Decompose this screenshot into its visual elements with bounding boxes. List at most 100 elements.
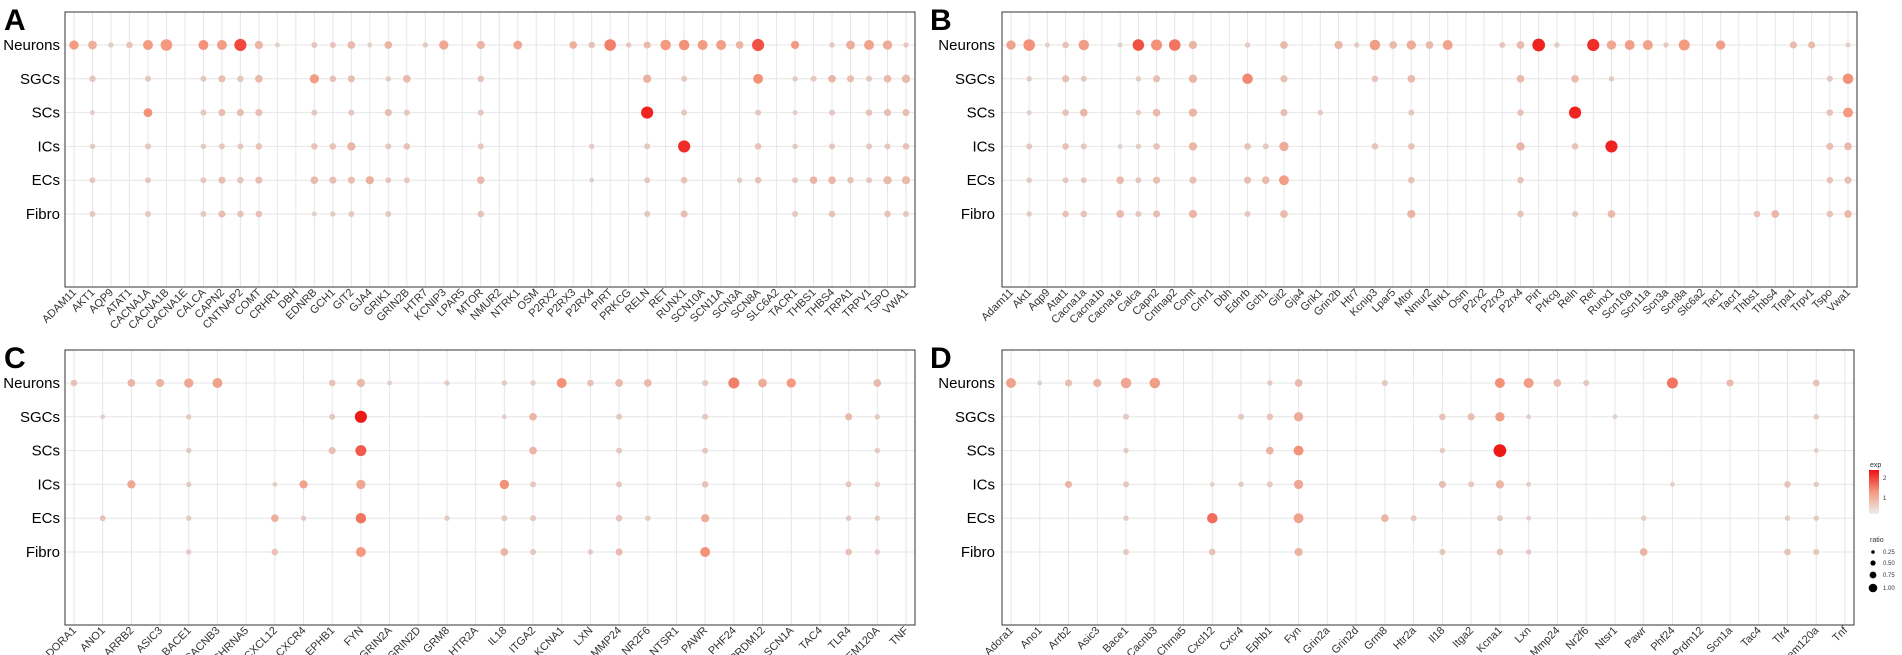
- expression-dot: [186, 515, 192, 521]
- expression-dot: [643, 379, 652, 387]
- expression-dot: [1670, 481, 1675, 487]
- expression-dot: [347, 176, 355, 184]
- expression-dot: [255, 143, 263, 150]
- expression-dot: [828, 176, 836, 185]
- expression-dot: [530, 549, 537, 555]
- column-label: Ntsr1: [1593, 625, 1620, 652]
- row-label-fibro: Fibro: [961, 544, 995, 561]
- expression-dot: [1317, 109, 1324, 116]
- expression-dot: [1516, 41, 1525, 49]
- expression-dot: [716, 40, 727, 50]
- expression-dot: [501, 380, 508, 386]
- expression-dot: [501, 414, 507, 420]
- expression-dot: [1278, 175, 1289, 186]
- expression-dot: [1517, 210, 1524, 218]
- expression-dot: [1135, 177, 1142, 184]
- expression-dot: [1624, 40, 1635, 50]
- expression-dot: [882, 40, 893, 50]
- expression-dot: [310, 176, 319, 185]
- expression-dot: [1813, 549, 1820, 555]
- expression-dot: [88, 40, 97, 50]
- expression-dot: [680, 210, 688, 218]
- column-label: IL18: [486, 625, 510, 649]
- expression-dot: [218, 75, 226, 83]
- expression-dot: [1266, 413, 1274, 421]
- expression-dot: [384, 41, 393, 49]
- expression-dot: [218, 176, 226, 184]
- expression-dot: [845, 515, 852, 521]
- expression-dot: [1844, 210, 1852, 218]
- expression-dot: [1845, 42, 1851, 48]
- expression-dot: [270, 514, 279, 523]
- expression-dot: [847, 176, 854, 184]
- expression-dot: [1495, 480, 1505, 489]
- row-label-ecs: ECs: [32, 510, 60, 527]
- row-label-fibro: Fibro: [26, 544, 60, 561]
- column-label: Nr2f6: [1564, 625, 1592, 653]
- expression-dot: [1784, 548, 1791, 556]
- expression-dot: [108, 42, 114, 48]
- expression-dot: [186, 481, 192, 488]
- expression-dot: [1408, 109, 1415, 116]
- expression-dot: [216, 40, 227, 50]
- expression-dot: [255, 210, 263, 218]
- expression-dot: [903, 211, 909, 217]
- expression-dot: [680, 176, 688, 184]
- expression-dot: [1153, 75, 1161, 83]
- expression-dot: [530, 515, 537, 522]
- expression-dot: [1493, 444, 1507, 457]
- expression-dot: [845, 481, 852, 488]
- expression-dot: [218, 109, 226, 117]
- expression-dot: [1813, 448, 1819, 454]
- expression-dot: [354, 410, 367, 423]
- ratio-legend-dot-050: [1870, 560, 1876, 566]
- row-label-scs: SCs: [967, 105, 995, 122]
- expression-dot: [1244, 143, 1251, 150]
- row-label-ecs: ECs: [32, 172, 60, 189]
- panel-letter: B: [930, 4, 952, 37]
- exp-legend-tick-2: 2: [1883, 476, 1887, 482]
- expression-dot: [1813, 481, 1819, 488]
- expression-dot: [641, 106, 654, 119]
- expression-dot: [1844, 142, 1852, 151]
- column-label: Tlr4: [1771, 625, 1793, 647]
- column-label: Htr2a: [1391, 624, 1419, 652]
- expression-dot: [587, 549, 594, 555]
- expression-dot: [1116, 176, 1125, 185]
- expression-dot: [1826, 142, 1834, 150]
- column-label: HTR2A: [447, 624, 481, 655]
- expression-dot: [1496, 548, 1504, 556]
- row-label-ecs: ECs: [967, 172, 995, 189]
- expression-dot: [616, 413, 623, 420]
- column-label: Tnf: [1830, 624, 1850, 644]
- expression-dot: [1293, 445, 1304, 456]
- ratio-legend-label-025: 0.25: [1883, 550, 1895, 556]
- expression-dot: [476, 40, 485, 50]
- expression-dot: [403, 177, 410, 184]
- expression-dot: [272, 481, 278, 487]
- expression-dot: [1407, 209, 1416, 219]
- expression-dot: [1526, 481, 1532, 487]
- expression-dot: [792, 177, 799, 184]
- expression-dot: [1093, 378, 1102, 388]
- expression-dot: [1516, 142, 1525, 151]
- column-label: Il18: [1426, 625, 1447, 646]
- expression-dot: [678, 39, 690, 51]
- expression-dot: [829, 143, 836, 150]
- expression-dot: [754, 143, 762, 150]
- expression-dot: [1726, 379, 1734, 387]
- expression-dot: [309, 74, 320, 84]
- expression-dot: [1116, 210, 1125, 218]
- expression-dot: [1243, 176, 1252, 184]
- expression-dot: [829, 109, 836, 116]
- dots: [70, 377, 882, 557]
- column-label: TAC4: [797, 625, 825, 653]
- expression-dot: [735, 41, 744, 49]
- expression-dot: [1188, 108, 1198, 117]
- exp-legend-tick-1: 1: [1883, 496, 1887, 502]
- expression-dot: [200, 109, 207, 116]
- expression-dot: [901, 176, 911, 185]
- expression-dot: [1023, 39, 1035, 51]
- row-label-ics: ICs: [38, 476, 61, 493]
